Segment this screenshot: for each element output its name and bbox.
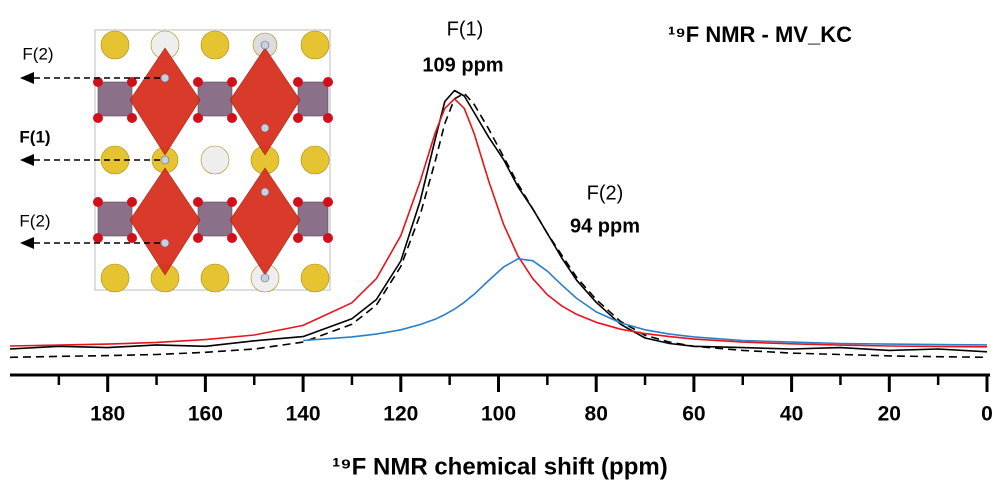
site-label: F(2): [22, 44, 53, 63]
peak-value: 109 ppm: [422, 54, 503, 76]
x-tick-label: 0: [981, 403, 993, 426]
crystal-structure: [93, 30, 333, 292]
x-tick-label: 80: [585, 403, 608, 426]
site-label: F(1): [19, 127, 50, 146]
peak-label: F(2): [587, 182, 624, 204]
x-tick-label: 160: [188, 403, 223, 426]
site-label: F(2): [19, 211, 50, 230]
x-axis-label: ¹⁹F NMR chemical shift (ppm): [332, 453, 667, 480]
x-tick-label: 40: [780, 403, 803, 426]
x-tick-label: 140: [286, 403, 321, 426]
spectrum-line: [303, 259, 987, 345]
chart: F(2) F(1) F(2) F(1) 109 ppm F(2) 94 ppm …: [0, 0, 1000, 487]
peak-value: 94 ppm: [570, 215, 640, 237]
x-tick-label: 60: [682, 403, 705, 426]
x-tick-label: 120: [383, 403, 418, 426]
x-tick-label: 20: [878, 403, 901, 426]
x-tick-label: 180: [90, 403, 125, 426]
x-tick-label: 100: [481, 403, 516, 426]
peak-label: F(1): [447, 18, 484, 40]
chart-title: ¹⁹F NMR - MV_KC: [668, 22, 852, 47]
